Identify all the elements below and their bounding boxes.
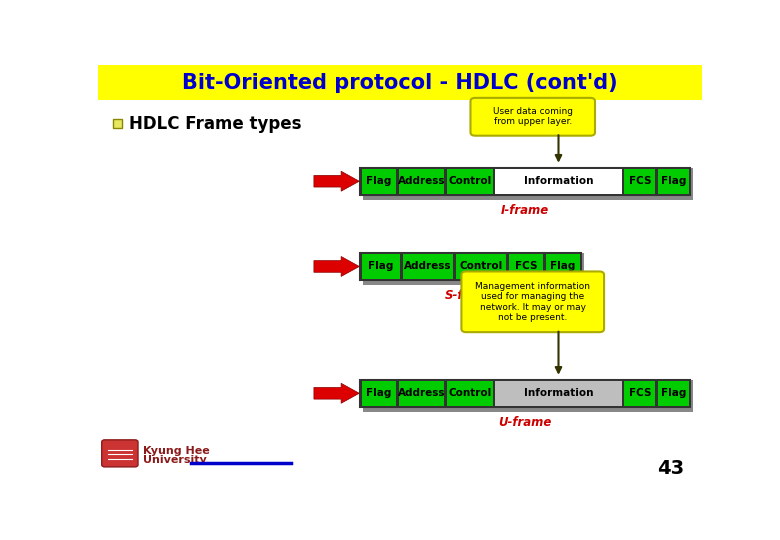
Bar (360, 168, 361, 195)
Text: Flag: Flag (368, 261, 394, 272)
Text: Bit-Oriented protocol - HDLC (cont'd): Bit-Oriented protocol - HDLC (cont'd) (182, 73, 618, 93)
Text: User data coming
from upper layer.: User data coming from upper layer. (493, 107, 573, 126)
Bar (494, 168, 495, 195)
Bar (112, 119, 122, 128)
Bar (447, 168, 492, 194)
Bar (658, 381, 689, 406)
Text: Address: Address (398, 176, 445, 186)
FancyBboxPatch shape (470, 98, 595, 136)
Text: HDLC Frame types: HDLC Frame types (129, 115, 301, 133)
Bar (508, 253, 509, 280)
Bar (494, 380, 495, 407)
Bar (398, 380, 399, 407)
Text: Control: Control (448, 388, 491, 399)
Bar (362, 168, 396, 194)
Bar (544, 253, 545, 280)
Polygon shape (314, 256, 360, 276)
Bar (360, 380, 690, 407)
Text: Kyung Hee: Kyung Hee (143, 446, 210, 456)
Text: FCS: FCS (515, 261, 537, 272)
Bar (445, 380, 446, 407)
Text: Flag: Flag (367, 176, 392, 186)
Text: S-frame: S-frame (445, 289, 497, 302)
Bar (398, 168, 399, 195)
Text: Control: Control (459, 261, 502, 272)
Bar (625, 168, 655, 194)
Text: Information: Information (523, 388, 594, 399)
Bar (360, 380, 361, 407)
Text: U-frame: U-frame (498, 416, 552, 429)
Bar (363, 253, 584, 285)
Bar (402, 254, 453, 279)
Bar (455, 253, 456, 280)
Bar (495, 381, 622, 406)
Bar (657, 380, 658, 407)
Bar (399, 381, 445, 406)
Bar (399, 168, 445, 194)
Text: Flag: Flag (661, 176, 686, 186)
Bar (360, 253, 361, 280)
Text: FCS: FCS (629, 176, 651, 186)
Text: Control: Control (448, 176, 491, 186)
Text: Flag: Flag (367, 388, 392, 399)
Bar (360, 253, 581, 280)
Bar (360, 168, 690, 195)
Polygon shape (314, 171, 360, 191)
FancyBboxPatch shape (101, 440, 138, 467)
Text: Management information
used for managing the
network. It may or may
not be prese: Management information used for managing… (475, 282, 590, 322)
Text: 43: 43 (657, 458, 684, 477)
Text: Address: Address (404, 261, 452, 272)
Text: I-frame: I-frame (501, 204, 549, 217)
Text: Flag: Flag (661, 388, 686, 399)
Text: Information: Information (523, 176, 594, 186)
Text: Address: Address (398, 388, 445, 399)
Polygon shape (314, 383, 360, 403)
Text: FCS: FCS (629, 388, 651, 399)
Bar (625, 381, 655, 406)
Bar (363, 380, 693, 412)
Bar (623, 380, 624, 407)
Text: Flag: Flag (550, 261, 576, 272)
FancyBboxPatch shape (462, 272, 604, 332)
Bar (447, 381, 492, 406)
Bar (456, 254, 506, 279)
Bar (623, 168, 624, 195)
Bar (362, 254, 400, 279)
Bar (658, 168, 689, 194)
Bar (509, 254, 543, 279)
Bar (362, 381, 396, 406)
Bar (657, 168, 658, 195)
Bar (495, 168, 622, 194)
Bar (445, 168, 446, 195)
Bar (545, 254, 580, 279)
Bar (98, 65, 702, 100)
Bar (363, 168, 693, 200)
Text: University: University (143, 455, 207, 465)
